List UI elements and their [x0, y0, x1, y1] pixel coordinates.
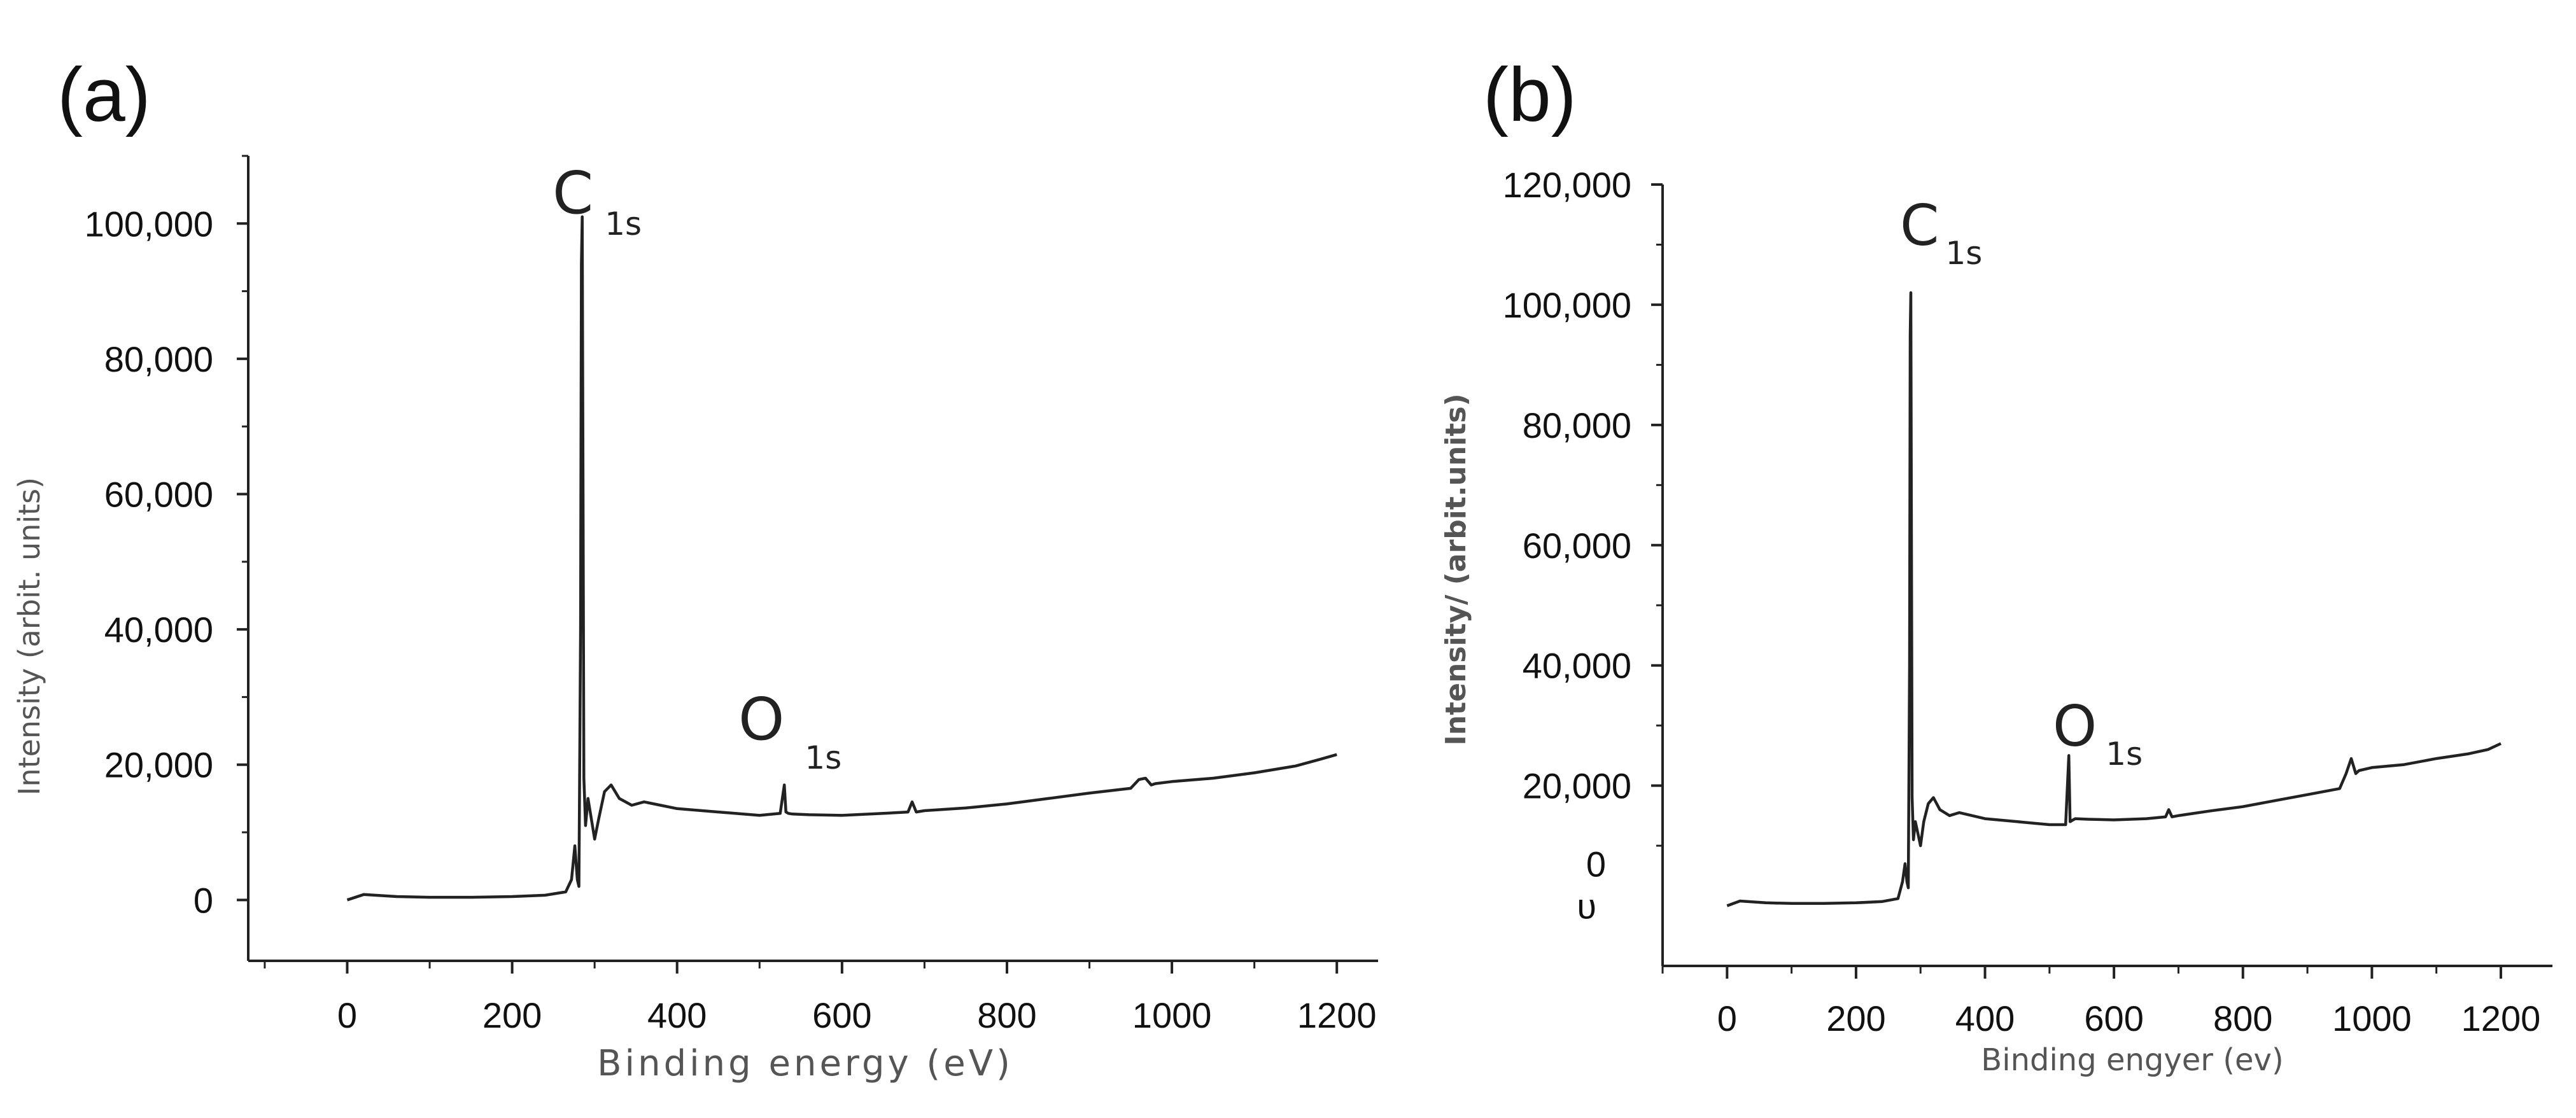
x-tick-label-b-0: 0 — [1717, 998, 1737, 1038]
x-tick-label-b-6: 1200 — [2461, 998, 2541, 1038]
x-tick-label-b-1: 200 — [1826, 998, 1885, 1038]
y-extra-label-b-1: υ — [1577, 886, 1596, 926]
x-tick-label-b-2: 400 — [1955, 998, 2015, 1038]
panel-label-b: (b) — [1483, 52, 1577, 137]
tick-marks-a — [237, 155, 1339, 974]
y-tick-label-a-2: 40,000 — [104, 610, 213, 650]
x-tick-label-a-1: 200 — [482, 995, 542, 1035]
y-tick-label-a-4: 80,000 — [104, 339, 213, 379]
y-tick-label-b-1: 40,000 — [1523, 646, 1631, 686]
peak-label-o1s-a: O1s — [738, 685, 841, 776]
y-tick-label-a-5: 100,000 — [85, 204, 213, 244]
series-line-a — [346, 215, 1337, 902]
y-tick-label-b-4: 100,000 — [1503, 285, 1631, 325]
y-tick-label-a-0: 0 — [194, 880, 213, 920]
peak-label-c1s-a: C 1s — [553, 159, 642, 242]
chart-panel-a: (a) 0 20,000 40,000 60,000 80,000 100,000 0 20… — [12, 52, 1378, 1084]
peak-label-c1s-b: C 1s — [1900, 193, 1982, 272]
y-tick-label-b-0: 20,000 — [1523, 766, 1631, 806]
x-tick-label-a-2: 400 — [647, 995, 707, 1035]
y-tick-label-a-1: 20,000 — [104, 745, 213, 785]
y-extra-label-b-0: 0 — [1586, 844, 1606, 884]
peak-label-o1s-b: O 1s — [2053, 694, 2143, 772]
x-tick-label-b-3: 600 — [2084, 998, 2143, 1038]
y-axis-title-b: Intensity/ (arbit.units) — [1440, 393, 1472, 745]
y-tick-labels-b: 20,000 40,000 60,000 80,000 100,000 120,000 0υ — [1503, 165, 1631, 926]
x-tick-label-a-0: 0 — [337, 995, 357, 1035]
y-tick-label-a-3: 60,000 — [104, 475, 213, 515]
panel-label-a: (a) — [57, 52, 151, 137]
x-axis-title-a: Binding energy (eV) — [597, 1043, 1013, 1084]
x-axis-title-b: Binding engyer (ev) — [1981, 1042, 2283, 1078]
series-line-b — [1726, 291, 2502, 907]
y-tick-label-b-3: 80,000 — [1523, 405, 1631, 445]
y-tick-label-b-5: 120,000 — [1503, 165, 1631, 205]
x-tick-label-a-5: 1000 — [1132, 995, 1212, 1035]
x-tick-label-a-4: 800 — [977, 995, 1036, 1035]
x-tick-labels-a: 0 200 400 600 800 1000 1200 — [337, 995, 1377, 1035]
y-axis-title-a: Intensity (arbit. units) — [12, 477, 46, 795]
x-tick-label-b-5: 1000 — [2332, 998, 2412, 1038]
x-tick-labels-b: 0 200 400 600 800 1000 1200 — [1717, 998, 2541, 1038]
chart-panel-b: (b) 20,000 40,000 60,000 80,000 100,000 120,0… — [1440, 52, 2552, 1078]
y-tick-labels-a: 0 20,000 40,000 60,000 80,000 100,000 — [85, 204, 213, 920]
x-tick-label-a-6: 1200 — [1297, 995, 1377, 1035]
x-tick-label-a-3: 600 — [812, 995, 871, 1035]
tick-marks-b — [1651, 183, 2502, 979]
x-tick-label-b-4: 800 — [2213, 998, 2272, 1038]
y-tick-label-b-2: 60,000 — [1523, 526, 1631, 566]
